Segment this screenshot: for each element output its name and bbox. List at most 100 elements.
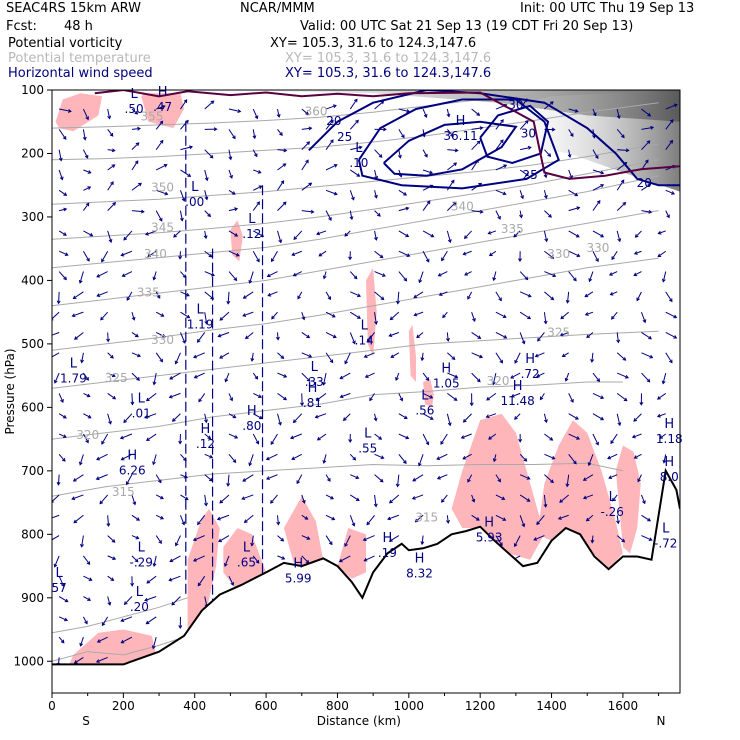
wind-vector xyxy=(58,433,67,438)
wind-vector-head xyxy=(364,374,369,378)
wind-vector-head xyxy=(413,294,418,299)
wind-vector xyxy=(446,413,451,426)
wind-vector xyxy=(180,99,188,110)
wind-vector-head xyxy=(152,381,157,386)
wind-vector xyxy=(374,250,384,259)
wind-vector-head xyxy=(292,419,297,424)
theta-contour xyxy=(52,94,534,129)
wind-vector xyxy=(616,129,625,138)
wind-vector-head xyxy=(158,479,162,484)
wind-vector xyxy=(101,616,109,626)
wind-vector xyxy=(175,352,181,364)
wind-vector-head xyxy=(380,455,385,460)
wind-vector-head xyxy=(126,297,131,301)
wind-vector xyxy=(277,201,287,211)
wind-vector-head xyxy=(436,456,441,460)
hl-letter: H xyxy=(664,417,674,432)
wind-vector xyxy=(301,210,314,213)
wind-vector xyxy=(301,159,309,171)
hl-letter: L xyxy=(70,357,78,372)
wind-vector xyxy=(568,433,580,440)
wind-vector-head xyxy=(536,373,541,378)
wind-vector-head xyxy=(86,561,91,566)
wind-vector xyxy=(514,413,521,420)
wind-vector xyxy=(253,230,264,237)
hl-letter: H xyxy=(441,362,451,377)
wind-vector xyxy=(568,271,577,281)
y-tick-label: 300 xyxy=(21,210,44,224)
pv-region xyxy=(55,93,102,132)
wind-vector-head xyxy=(137,126,141,131)
contour-label: 355 xyxy=(140,109,163,123)
wind-vector-head xyxy=(437,272,442,277)
wind-vector xyxy=(169,372,181,380)
contour-label: 360 xyxy=(305,104,328,118)
wind-vector xyxy=(59,208,67,212)
wind-vector-head xyxy=(169,376,174,380)
wind-vector-head xyxy=(525,172,529,177)
wind-vector xyxy=(422,200,431,211)
wind-vector xyxy=(204,453,213,459)
field-theta-xy: XY= 105.3, 31.6 to 124.3,147.6 xyxy=(285,51,492,66)
wind-vector-head xyxy=(594,155,599,160)
wind-vector xyxy=(107,515,110,527)
wind-vector xyxy=(301,312,305,320)
wind-vector-head xyxy=(327,477,331,482)
wind-vector-head xyxy=(232,135,236,140)
wind-vector xyxy=(172,413,181,422)
wind-vector xyxy=(218,535,230,542)
wind-vector xyxy=(471,127,483,130)
wind-vector xyxy=(325,514,335,520)
x-end-label-north: N xyxy=(657,714,666,728)
wind-vector-head xyxy=(147,253,151,258)
wind-vector-head xyxy=(349,216,354,221)
wind-vector xyxy=(228,393,233,401)
wind-vector xyxy=(389,535,400,542)
wind-vector-head xyxy=(316,231,321,236)
wind-vector xyxy=(412,474,424,482)
wind-vector xyxy=(131,494,136,505)
wind-vector-head xyxy=(110,354,114,359)
wind-vector-head xyxy=(633,455,638,459)
wind-vector-head xyxy=(527,315,532,320)
wind-vector xyxy=(193,535,205,541)
wind-vector xyxy=(374,453,384,459)
wind-vector-head xyxy=(587,462,592,467)
wind-vector xyxy=(58,413,67,419)
wind-vector-head xyxy=(475,517,480,521)
wind-vector xyxy=(616,230,621,242)
wind-vector-head xyxy=(539,396,544,401)
wind-vector xyxy=(204,433,211,439)
wind-vector xyxy=(293,230,303,240)
wind-vector xyxy=(296,474,303,484)
wind-vector xyxy=(180,311,190,319)
wind-vector-head xyxy=(608,475,613,480)
wind-vector-head xyxy=(85,376,89,381)
wind-vector xyxy=(471,372,481,382)
wind-vector-head xyxy=(84,620,88,625)
wind-vector-head xyxy=(575,416,579,420)
wind-vector-head xyxy=(171,418,176,422)
theta-contour xyxy=(52,210,659,307)
wind-vector-head xyxy=(479,354,484,359)
wind-vector-head xyxy=(63,414,67,419)
wind-vector xyxy=(194,372,205,379)
wind-vector-head xyxy=(344,543,348,548)
wind-vector xyxy=(121,453,133,461)
wind-vector xyxy=(511,392,521,398)
hl-value: .50 xyxy=(125,102,144,116)
wind-vector-head xyxy=(463,235,468,240)
wind-vector-head xyxy=(241,496,246,501)
wind-vector xyxy=(398,207,409,212)
wind-vector-head xyxy=(306,378,311,382)
wind-vector-head xyxy=(78,461,83,466)
wind-vector-head xyxy=(462,455,467,460)
wind-vector-head xyxy=(534,353,539,358)
wind-vector xyxy=(413,291,424,298)
wind-vector xyxy=(447,162,457,171)
wind-vector-head xyxy=(270,500,274,504)
wind-vector-head xyxy=(60,399,64,403)
wind-vector xyxy=(495,474,501,482)
wind-vector xyxy=(495,535,503,546)
wind-vector xyxy=(153,271,157,280)
